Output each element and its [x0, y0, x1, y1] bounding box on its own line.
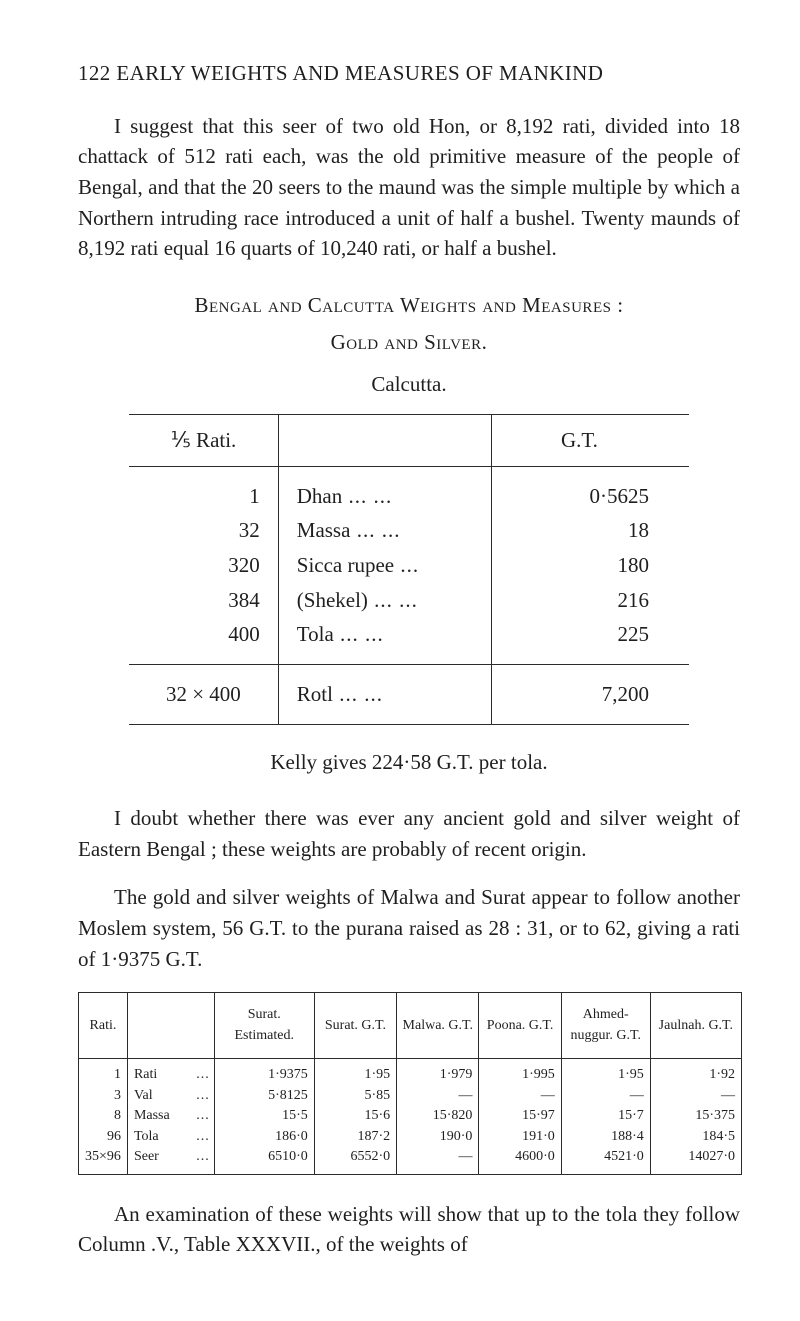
rati-th: Jaulnah. G.T.	[650, 993, 741, 1059]
running-head: 122 EARLY WEIGHTS AND MEASURES OF MANKIN…	[78, 58, 740, 89]
table-cell: 18	[491, 513, 689, 548]
table-cell: 400	[129, 617, 278, 652]
kelly-note: Kelly gives 224·58 G.T. per tola.	[78, 747, 740, 778]
paragraph-1: I suggest that this seer of two old Hon,…	[78, 111, 740, 264]
rati-th: Surat. G.T.	[314, 993, 396, 1059]
section-heading-1: Bengal and Calcutta Weights and Measures…	[78, 290, 740, 321]
section-heading-2: Gold and Silver.	[78, 327, 740, 358]
table-cell: Dhan	[278, 479, 491, 514]
rati-th: Poona. G.T.	[479, 993, 561, 1059]
table-cell: Rotl	[278, 664, 491, 724]
table-cell: 180	[491, 548, 689, 583]
page: 122 EARLY WEIGHTS AND MEASURES OF MANKIN…	[0, 0, 800, 1321]
rati-qty-col: 1 3 8 96 35×96	[79, 1059, 128, 1174]
paragraph-3: The gold and silver weights of Malwa and…	[78, 882, 740, 974]
table-cell: 7,200	[491, 664, 689, 724]
rati-comparison-table: Rati. Surat. Estimated. Surat. G.T. Malw…	[78, 992, 742, 1174]
table-cell: 225	[491, 617, 689, 652]
rati-surat-est-col: 1·9375 5·8125 15·5 186·0 6510·0	[214, 1059, 314, 1174]
calcutta-table: ⅕ Rati. G.T. 1 Dhan 0·5625 32 Massa 18 3…	[129, 414, 689, 725]
rati-jaulnah-col: 1·92 — 15·375 184·5 14027·0	[650, 1059, 741, 1174]
table-cell: Tola	[278, 617, 491, 652]
table-cell: 0·5625	[491, 479, 689, 514]
rati-th: Malwa. G.T.	[397, 993, 479, 1059]
table-cell: 1	[129, 479, 278, 514]
rati-poona-col: 1·995 — 15·97 191·0 4600·0	[479, 1059, 561, 1174]
rati-ahmed-col: 1·95 — 15·7 188·4 4521·0	[561, 1059, 650, 1174]
calcutta-th-mid	[278, 414, 491, 466]
table-cell: 384	[129, 583, 278, 618]
paragraph-2: I doubt whether there was ever any ancie…	[78, 803, 740, 864]
table-cell: 32	[129, 513, 278, 548]
rati-name-col: Rati... Val... Massa... Tola... Seer...	[127, 1059, 214, 1174]
table-cell: 216	[491, 583, 689, 618]
rati-surat-gt-col: 1·95 5·85 15·6 187·2 6552·0	[314, 1059, 396, 1174]
rati-malwa-col: 1·979 — 15·820 190·0 —	[397, 1059, 479, 1174]
rati-th: Surat. Estimated.	[214, 993, 314, 1059]
rati-th	[127, 993, 214, 1059]
paragraph-4: An examination of these weights will sho…	[78, 1199, 740, 1260]
table-cell: Sicca rupee	[278, 548, 491, 583]
rati-th: Rati.	[79, 993, 128, 1059]
table-cell: 32 × 400	[129, 664, 278, 724]
table-cell: Massa	[278, 513, 491, 548]
table-caption-calcutta: Calcutta.	[78, 369, 740, 400]
rati-th: Ahmed- nuggur. G.T.	[561, 993, 650, 1059]
table-cell: 320	[129, 548, 278, 583]
calcutta-th-right: G.T.	[491, 414, 689, 466]
table-cell: (Shekel)	[278, 583, 491, 618]
calcutta-th-left: ⅕ Rati.	[129, 414, 278, 466]
